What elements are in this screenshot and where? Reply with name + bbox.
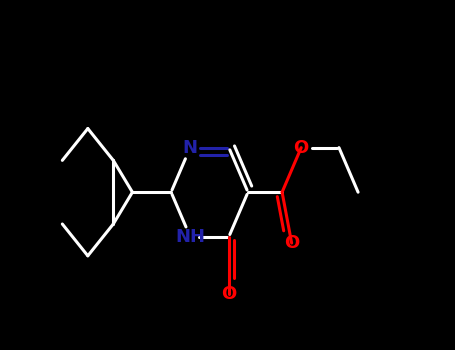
Text: O: O	[293, 139, 309, 157]
Text: O: O	[221, 285, 237, 303]
Text: O: O	[284, 234, 299, 252]
Text: N: N	[183, 139, 197, 157]
Text: NH: NH	[175, 228, 205, 246]
